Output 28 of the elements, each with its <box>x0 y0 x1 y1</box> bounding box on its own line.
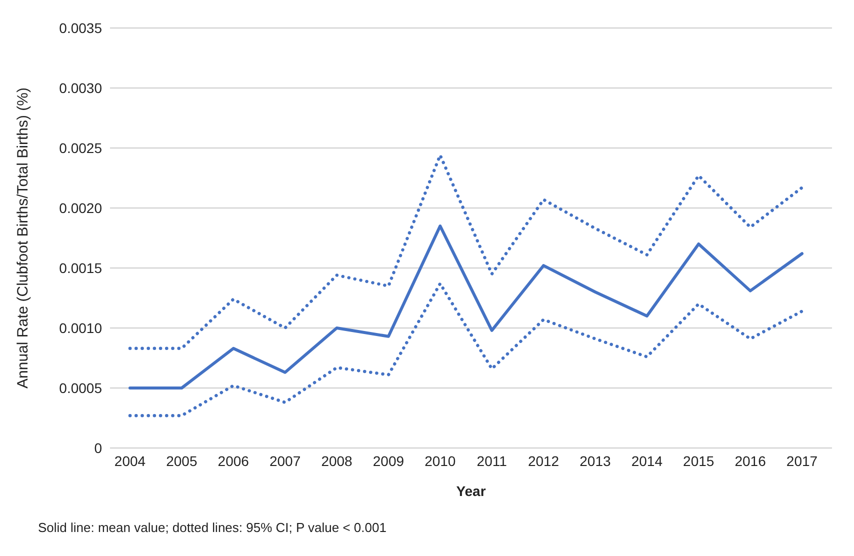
x-tick-label: 2005 <box>166 452 198 469</box>
line-series <box>128 282 804 418</box>
y-tick-label: 0.0010 <box>59 320 102 336</box>
x-tick-label: 2016 <box>734 452 766 469</box>
y-tick-label: 0.0025 <box>59 140 102 156</box>
x-tick-label: 2015 <box>683 452 714 469</box>
x-tick-label: 2006 <box>218 452 250 469</box>
x-tick-label: 2009 <box>372 452 404 469</box>
y-tick-label: 0.0020 <box>59 200 102 216</box>
x-tick-label: 2013 <box>580 452 612 469</box>
x-tick-label: 2004 <box>114 452 146 469</box>
x-tick-label: 2014 <box>631 452 663 469</box>
y-tick-label: 0 <box>94 440 102 456</box>
y-tick-label: 0.0005 <box>59 380 102 396</box>
x-tick-label: 2008 <box>321 452 353 469</box>
line-series <box>128 224 804 390</box>
text: Solid line: mean value; dotted lines: 95% CI; P value < 0.001 <box>38 520 386 535</box>
y-axis-title: Annual Rate (Clubfoot Births/Total Births) (%) <box>14 88 32 388</box>
y-tick-label: 0.0035 <box>59 20 102 36</box>
x-axis-title: Year <box>456 483 486 499</box>
x-tick-label: 2010 <box>424 452 456 469</box>
x-tick-label: 2011 <box>476 452 508 469</box>
line-series <box>128 154 804 350</box>
y-tick-label: 0.0030 <box>59 80 102 96</box>
y-tick-label: 0.0015 <box>59 260 102 276</box>
x-tick-label: 2017 <box>786 452 818 469</box>
x-tick-label: 2012 <box>528 452 560 469</box>
x-tick-label: 2007 <box>270 452 301 469</box>
